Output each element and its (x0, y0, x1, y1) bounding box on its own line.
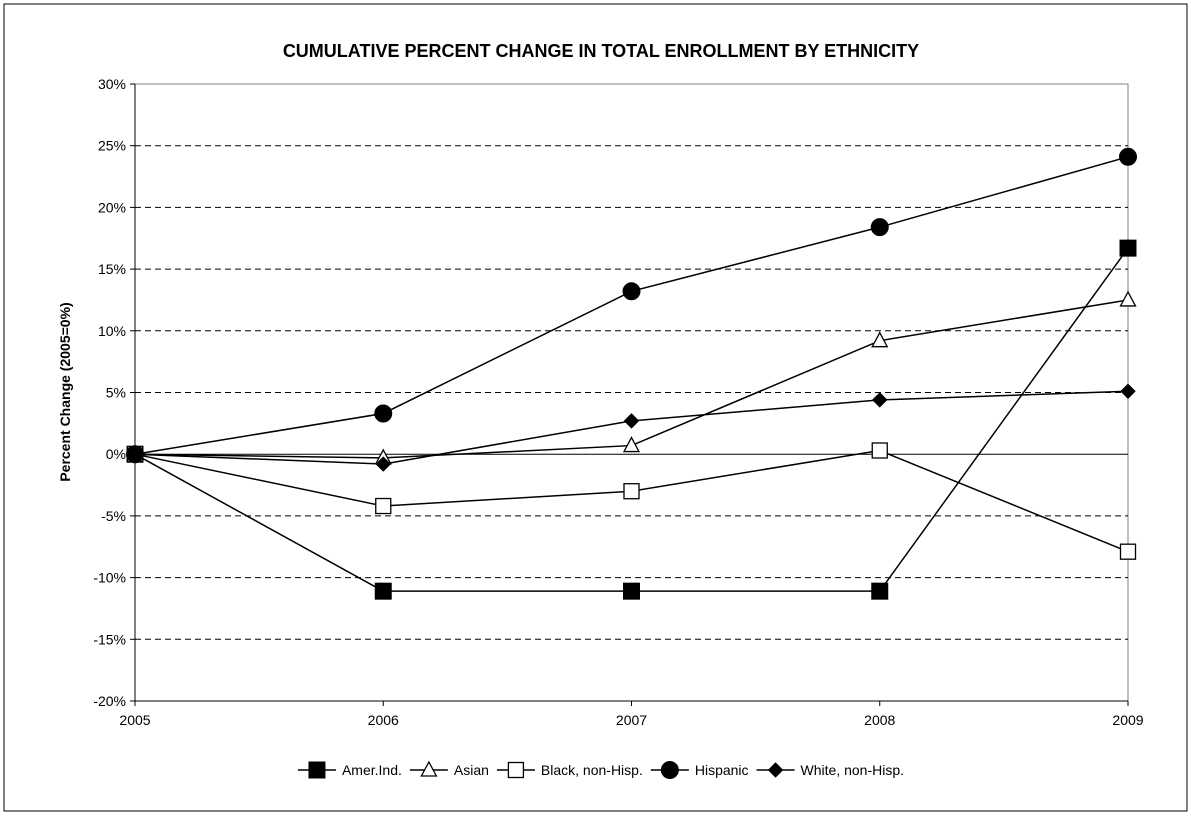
y-tick-label: 15% (98, 261, 126, 277)
data-point-amer-ind (374, 582, 392, 600)
legend-item-white-non-hisp: White, non-Hisp. (756, 762, 904, 778)
legend-item-black-non-hisp: Black, non-Hisp. (496, 761, 643, 779)
data-point-asian (622, 436, 641, 453)
y-tick-label: 25% (98, 138, 126, 154)
data-point-hispanic (1119, 147, 1137, 166)
y-tick-label: 30% (98, 76, 126, 92)
y-tick-label: -20% (93, 693, 126, 709)
data-point-black-non-hisp (871, 442, 888, 459)
legend-label: White, non-Hisp. (801, 762, 904, 778)
x-tick-label: 2006 (368, 712, 399, 728)
y-axis-label: Percent Change (2005=0%) (57, 302, 73, 481)
legend-label: Black, non-Hisp. (541, 762, 643, 778)
y-tick-label: 20% (98, 199, 126, 215)
y-tick-label: -15% (93, 631, 126, 647)
data-point-black-non-hisp (623, 483, 640, 500)
data-point-white-non-hisp (872, 392, 888, 408)
legend-item-asian: Asian (409, 760, 489, 778)
legend-item-hispanic: Hispanic (650, 761, 749, 779)
legend-marker-asian (420, 760, 438, 777)
x-tick-label: 2007 (616, 712, 647, 728)
legend-marker-black-non-hisp (507, 761, 525, 779)
x-tick-label: 2005 (119, 712, 150, 728)
data-point-black-non-hisp (1119, 543, 1137, 560)
data-point-amer-ind (871, 582, 889, 600)
legend-marker-white-non-hisp (767, 762, 784, 778)
legend-marker-hispanic (660, 761, 679, 779)
data-point-white-non-hisp (127, 446, 143, 462)
x-tick-label: 2008 (864, 712, 895, 728)
y-axis: 30% 25% 20% 15% 10% 5% 0% -5% -10% -15% -20% (93, 76, 136, 709)
y-tick-label: -10% (93, 570, 126, 586)
legend: Amer.Ind. Asian Black, non-Hisp. Hispanic Wh… (297, 760, 904, 779)
data-point-hispanic (870, 218, 889, 237)
gridlines (135, 145, 1128, 640)
data-point-white-non-hisp (623, 413, 640, 429)
y-tick-label: 5% (106, 385, 126, 401)
legend-label: Hispanic (695, 762, 749, 778)
data-point-hispanic (374, 404, 393, 423)
data-point-amer-ind (623, 582, 640, 600)
data-point-white-non-hisp (1120, 383, 1136, 399)
x-axis: 2005 2006 2007 2008 2009 (119, 700, 1144, 728)
legend-label: Amer.Ind. (342, 762, 402, 778)
x-tick-label: 2009 (1112, 712, 1143, 728)
data-point-asian (1119, 290, 1137, 307)
legend-item-amer-ind: Amer.Ind. (297, 761, 402, 779)
data-point-white-non-hisp (375, 456, 391, 472)
data-point-hispanic (622, 282, 641, 301)
legend-marker-amer-ind (308, 761, 326, 779)
y-tick-label: -5% (101, 508, 126, 524)
chart-title: CUMULATIVE PERCENT CHANGE IN TOTAL ENROL… (283, 41, 919, 61)
y-tick-label: 0% (106, 446, 126, 462)
y-tick-label: 10% (98, 323, 126, 339)
data-point-asian (871, 331, 889, 348)
legend-label: Asian (454, 762, 489, 778)
data-point-amer-ind (1119, 239, 1137, 257)
series-group (126, 147, 1137, 600)
data-point-black-non-hisp (375, 497, 392, 515)
